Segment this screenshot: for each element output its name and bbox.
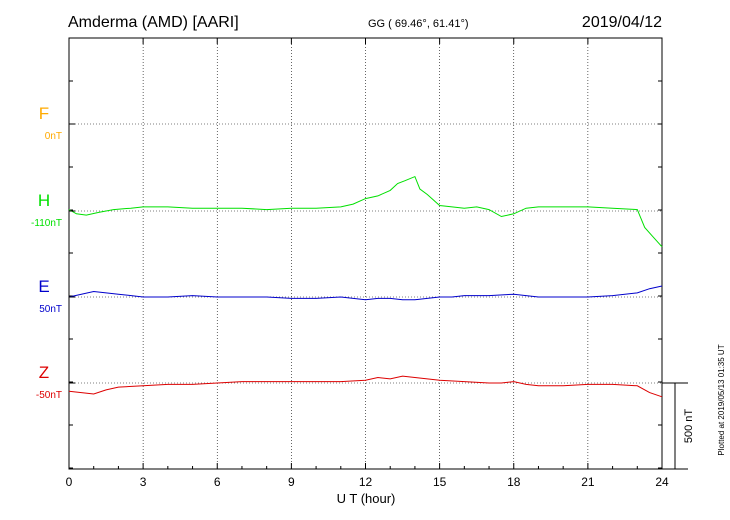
date-label: 2019/04/12 bbox=[582, 14, 662, 31]
x-tick-label: 12 bbox=[359, 475, 373, 489]
series-name-H: H bbox=[38, 191, 50, 210]
series-baseline-Z: -50nT bbox=[36, 390, 62, 401]
scale-bar-label: 500 nT bbox=[683, 409, 695, 444]
x-tick-label: 24 bbox=[655, 475, 669, 489]
series-baseline-H: -110nT bbox=[31, 218, 62, 229]
x-ticks: 0 3 6 9 12 15 18 21 24 bbox=[66, 38, 669, 489]
series-line-E bbox=[68, 285, 663, 301]
x-tick-label: 3 bbox=[140, 475, 147, 489]
series-name-F: F bbox=[39, 104, 49, 123]
series-baseline-E: 50nT bbox=[39, 304, 62, 315]
series-labels: F 0nT H -110nT E 50nT Z -50nT bbox=[31, 104, 75, 401]
station-title: Amderma (AMD) [AARI] bbox=[68, 14, 239, 31]
series-group bbox=[68, 175, 663, 398]
series-line-H bbox=[68, 175, 663, 248]
x-tick-label: 6 bbox=[214, 475, 221, 489]
x-tick-label: 21 bbox=[581, 475, 595, 489]
series-baseline-F: 0nT bbox=[45, 131, 62, 142]
x-axis-label: U T (hour) bbox=[337, 491, 396, 506]
x-tick-label: 9 bbox=[288, 475, 295, 489]
grid bbox=[69, 38, 662, 469]
series-name-E: E bbox=[38, 277, 49, 296]
x-tick-label: 0 bbox=[66, 475, 73, 489]
plotted-timestamp: Plotted at 2019/05/13 01:35 UT bbox=[717, 344, 726, 455]
scale-bar: 500 nT bbox=[662, 382, 695, 470]
series-line-Z bbox=[68, 375, 663, 398]
x-tick-label: 15 bbox=[433, 475, 447, 489]
x-tick-label: 18 bbox=[507, 475, 521, 489]
series-name-Z: Z bbox=[39, 363, 49, 382]
y-ticks bbox=[69, 80, 662, 469]
coords-label: GG ( 69.46°, 61.41°) bbox=[368, 18, 469, 30]
